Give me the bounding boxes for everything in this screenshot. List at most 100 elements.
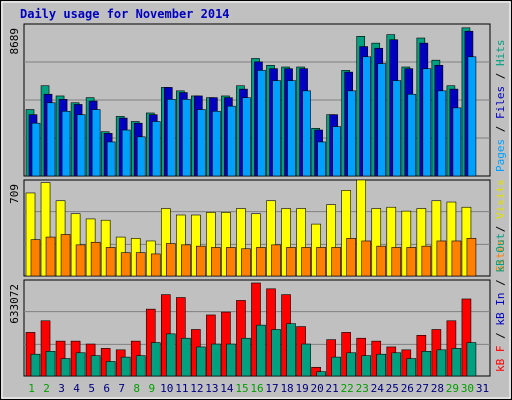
bar-kb-out-day-7: [120, 356, 131, 377]
bar-pages-day-7: [121, 129, 131, 177]
bar-pages-day-3: [61, 110, 71, 177]
bar-sites-day-20: [316, 247, 326, 277]
bar-pages-day-23: [362, 56, 372, 177]
x-tick-label-day-23: 23: [356, 382, 369, 395]
bar-kb-out-day-25: [391, 352, 402, 377]
legend-label: Hits: [494, 40, 507, 67]
legend-label: Files: [494, 86, 507, 119]
bar-visits-day-17: [266, 200, 276, 277]
bar-pages-day-5: [91, 109, 101, 177]
bar-sites-day-29: [451, 240, 462, 277]
legend-label: Sites: [494, 239, 507, 272]
x-tick-label-day-9: 9: [148, 382, 155, 395]
bar-pages-day-1: [31, 122, 41, 177]
bar-sites-day-8: [135, 252, 146, 277]
bar-visits-day-14: [221, 212, 231, 277]
bar-kb-out-day-9: [150, 342, 161, 377]
bar-pages-day-29: [452, 107, 462, 177]
bar-visits-day-23: [356, 179, 367, 277]
bar-pages-day-10: [166, 99, 176, 177]
bar-sites-day-24: [376, 245, 387, 277]
bar-pages-day-20: [317, 141, 326, 177]
bar-sites-day-7: [120, 252, 131, 277]
bar-kb-out-day-5: [90, 355, 101, 377]
bar-visits-day-16: [251, 213, 261, 277]
bar-pages-day-2: [46, 102, 56, 177]
bar-kb-out-day-6: [105, 361, 116, 377]
bar-visits-day-25: [386, 206, 397, 277]
bar-kb-out-day-24: [376, 353, 387, 377]
bar-sites-day-25: [391, 247, 402, 277]
chart-title: Daily usage for November 2014: [20, 7, 230, 21]
bar-visits-day-24: [371, 208, 382, 277]
panel-ymax-label: 709: [8, 184, 21, 204]
bar-kb-out-day-2: [45, 350, 56, 377]
bar-sites-day-5: [90, 241, 101, 277]
bar-sites-day-30: [466, 238, 477, 277]
panel-legend-labels: Sites / Visits: [494, 179, 507, 272]
bar-visits-day-18: [281, 208, 291, 277]
bar-visits-day-2: [40, 182, 51, 277]
bar-kb-f-day-30: [461, 298, 472, 377]
bar-sites-day-22: [346, 238, 356, 277]
bar-kb-f-day-11: [176, 297, 186, 377]
bar-pages-day-27: [422, 68, 432, 177]
x-tick-label-day-10: 10: [160, 382, 173, 395]
bar-kb-out-day-29: [451, 348, 462, 377]
bar-pages-day-18: [287, 80, 296, 177]
bar-kb-f-day-2: [40, 320, 51, 377]
bar-visits-day-22: [341, 190, 351, 277]
bar-kb-out-day-20: [316, 371, 326, 377]
x-tick-label-day-7: 7: [118, 382, 125, 395]
bar-kb-out-day-16: [256, 324, 266, 377]
x-tick-label-day-1: 1: [28, 382, 35, 395]
legend-label: /: [494, 219, 507, 239]
x-tick-label-day-3: 3: [58, 382, 65, 395]
bar-pages-day-15: [242, 97, 251, 177]
bar-visits-day-13: [206, 212, 216, 277]
panel-3: 633072 kB F / kB In / kB Out: [8, 233, 507, 377]
bar-pages-day-19: [302, 90, 311, 177]
bar-pages-day-25: [392, 80, 402, 177]
x-tick-label-day-6: 6: [103, 382, 110, 395]
x-tick-label-day-2: 2: [43, 382, 50, 395]
bar-sites-day-12: [196, 245, 206, 277]
legend-label: kB Out: [494, 233, 507, 273]
legend-label: /: [494, 119, 507, 139]
x-tick-label-day-14: 14: [220, 382, 234, 395]
x-tick-label-day-4: 4: [73, 382, 80, 395]
bar-visits-day-27: [416, 208, 427, 277]
bar-kb-out-day-13: [211, 343, 221, 377]
bar-pages-day-13: [212, 110, 221, 177]
bar-pages-day-4: [76, 114, 86, 177]
bar-pages-day-6: [106, 141, 116, 177]
bar-sites-day-2: [45, 236, 56, 277]
bar-sites-day-10: [165, 243, 176, 277]
legend-label: Pages: [494, 139, 507, 172]
x-tick-label-day-24: 24: [371, 382, 385, 395]
bar-sites-day-6: [105, 247, 116, 277]
panel-legend-labels: kB F / kB In / kB Out: [494, 233, 507, 372]
bar-sites-day-17: [271, 244, 281, 277]
bar-visits-day-10: [160, 208, 171, 277]
x-tick-label-day-15: 15: [235, 382, 248, 395]
bar-sites-day-18: [286, 247, 296, 277]
x-tick-label-day-20: 20: [311, 382, 324, 395]
bar-sites-day-19: [301, 247, 311, 277]
bar-sites-day-9: [150, 253, 161, 277]
x-tick-label-day-8: 8: [133, 382, 140, 395]
bar-pages-day-28: [437, 90, 447, 177]
x-tick-label-day-31: 31: [476, 382, 489, 395]
x-tick-label-day-5: 5: [88, 382, 95, 395]
bar-kb-out-day-8: [135, 355, 146, 377]
bar-kb-out-day-30: [466, 342, 477, 377]
bar-pages-day-17: [272, 80, 281, 177]
bar-visits-day-29: [446, 201, 457, 277]
bar-pages-day-12: [197, 109, 206, 177]
panel-1: 8689 Pages / Files / Hits: [8, 23, 507, 177]
bar-pages-day-11: [182, 99, 191, 177]
x-tick-label-day-27: 27: [416, 382, 429, 395]
x-tick-label-day-17: 17: [265, 382, 278, 395]
x-tick-label-day-21: 21: [326, 382, 339, 395]
